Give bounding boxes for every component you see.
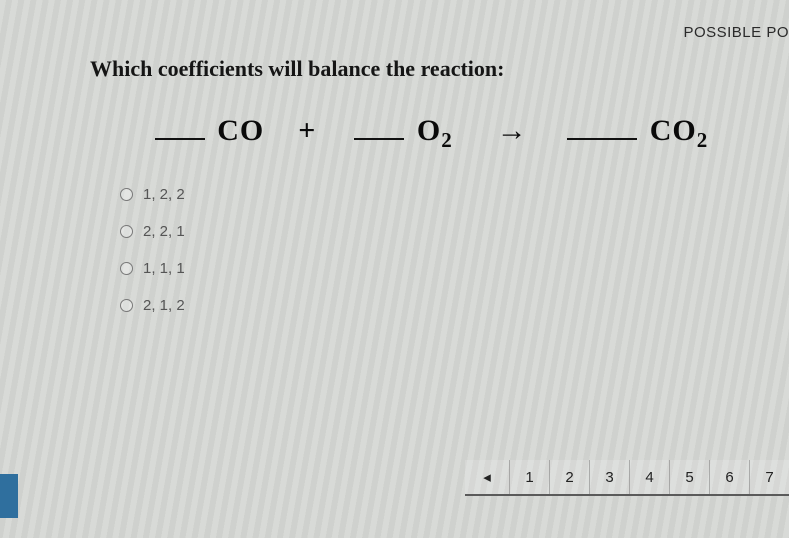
equation-term-3-sub: 2 <box>697 128 709 152</box>
option-2[interactable]: 2, 2, 1 <box>120 223 185 240</box>
radio-icon <box>120 299 133 312</box>
pager-page-1[interactable]: 1 <box>509 460 549 494</box>
option-label: 2, 2, 1 <box>143 223 185 240</box>
chevron-left-icon: ◂ <box>483 468 491 486</box>
equation-term-2-sub: 2 <box>441 128 453 152</box>
question-pager: ◂ 1 2 3 4 5 6 7 <box>465 460 789 496</box>
option-label: 2, 1, 2 <box>143 297 185 314</box>
quiz-page: POSSIBLE PO Which coefficients will bala… <box>0 0 789 538</box>
possible-points-label: POSSIBLE PO <box>683 24 789 41</box>
equation-term-2-base: O <box>417 114 441 147</box>
pager-page-3[interactable]: 3 <box>589 460 629 494</box>
option-3[interactable]: 1, 1, 1 <box>120 260 185 277</box>
pager-prev-button[interactable]: ◂ <box>465 460 509 494</box>
coef-blank-1 <box>155 110 205 140</box>
equation-term-3-base: CO <box>650 114 697 147</box>
coef-blank-2 <box>354 110 404 140</box>
pager-page-6[interactable]: 6 <box>709 460 749 494</box>
pager-page-2[interactable]: 2 <box>549 460 589 494</box>
option-label: 1, 1, 1 <box>143 260 185 277</box>
radio-icon <box>120 225 133 238</box>
option-label: 1, 2, 2 <box>143 186 185 203</box>
coef-blank-3 <box>567 110 637 140</box>
radio-icon <box>120 262 133 275</box>
radio-icon <box>120 188 133 201</box>
pager-page-4[interactable]: 4 <box>629 460 669 494</box>
equation-plus: + <box>298 114 316 147</box>
question-prompt: Which coefficients will balance the reac… <box>90 56 769 82</box>
options-list: 1, 2, 2 2, 2, 1 1, 1, 1 2, 1, 2 <box>120 186 185 314</box>
equation: CO + O2 → CO2 <box>90 110 769 153</box>
pager-page-7[interactable]: 7 <box>749 460 789 494</box>
pager-page-5[interactable]: 5 <box>669 460 709 494</box>
option-1[interactable]: 1, 2, 2 <box>120 186 185 203</box>
equation-arrow: → <box>497 114 528 148</box>
equation-term-1: CO <box>217 114 264 147</box>
side-tab-accent <box>0 474 18 518</box>
option-4[interactable]: 2, 1, 2 <box>120 297 185 314</box>
